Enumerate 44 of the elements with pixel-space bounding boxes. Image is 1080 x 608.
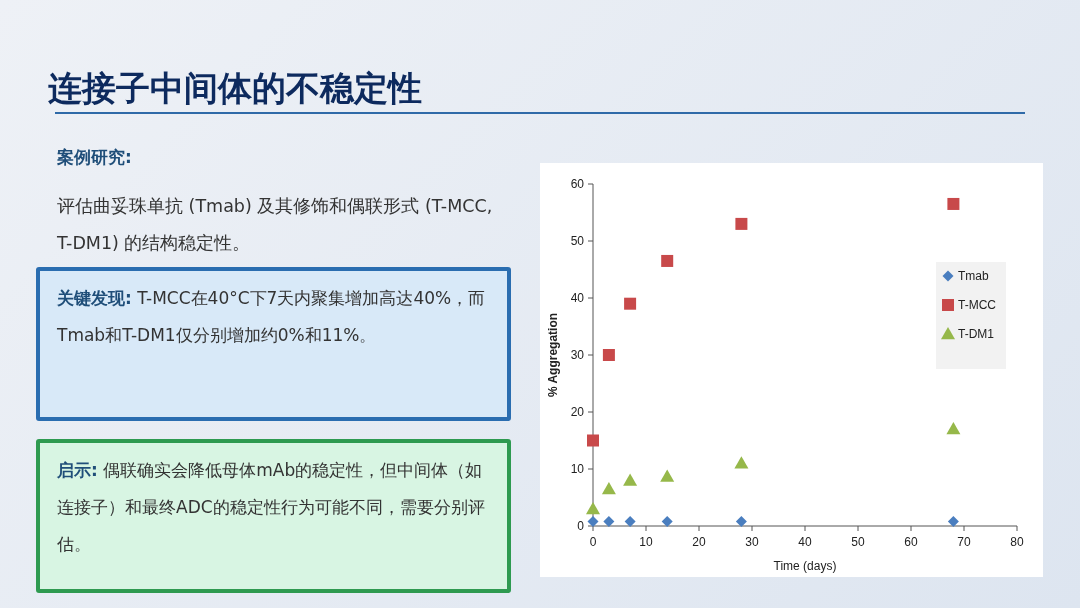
x-tick-label: 30 [745,535,759,549]
x-tick-label: 50 [851,535,865,549]
x-axis-title: Time (days) [773,559,837,573]
text: 启示: 偶联确实会降低母体mAb的稳定性，但中间体（如连接子）和最终ADC的稳定性行为可能不同，需要分别评估。 [57,460,485,554]
y-axis-title: % Aggregation [546,312,560,398]
point [661,254,674,267]
point [603,515,615,527]
point [735,515,747,527]
point [735,217,748,230]
text: 案例研究: [57,147,132,167]
point [624,515,636,527]
x-tick-label: 70 [957,535,971,549]
legend-label: Tmab [958,269,989,283]
x-tick-label: 20 [692,535,706,549]
point [947,197,960,210]
y-tick-label: 60 [570,177,585,191]
x-tick-label: 80 [1010,535,1024,549]
y-tick-label: 30 [570,348,585,362]
x-tick-label: 10 [639,535,653,549]
point [587,515,599,527]
point [601,481,616,495]
point [623,473,638,486]
y-tick-label: 40 [570,291,585,305]
y-tick-label: 10 [570,462,585,476]
x-tick-label: 0 [589,535,597,549]
legend-label: T-DM1 [958,327,995,341]
text: 关键发现: T-MCC在40°C下7天内聚集增加高达40%，而Tmab和T-DM1仅分别增加约0%和11%。 [57,288,486,345]
text: 连接子中间体的不稳定性 [48,68,422,108]
point [947,515,959,527]
text: 评估曲妥珠单抗 (Tmab) 及其修饰和偶联形式 (T-MCC, T-DM1) 的结构稳定性。 [57,196,493,253]
point [660,469,675,482]
legend-label: T-MCC [958,298,997,312]
point [602,349,615,361]
y-tick-label: 20 [570,405,585,419]
y-tick-label: 50 [570,234,585,248]
point [624,297,637,310]
point [946,422,961,435]
point [587,434,599,447]
y-tick-label: 0 [577,519,585,533]
point [586,501,600,515]
point [734,456,749,469]
x-tick-label: 60 [904,535,918,549]
point [661,515,673,527]
x-tick-label: 40 [798,535,812,549]
